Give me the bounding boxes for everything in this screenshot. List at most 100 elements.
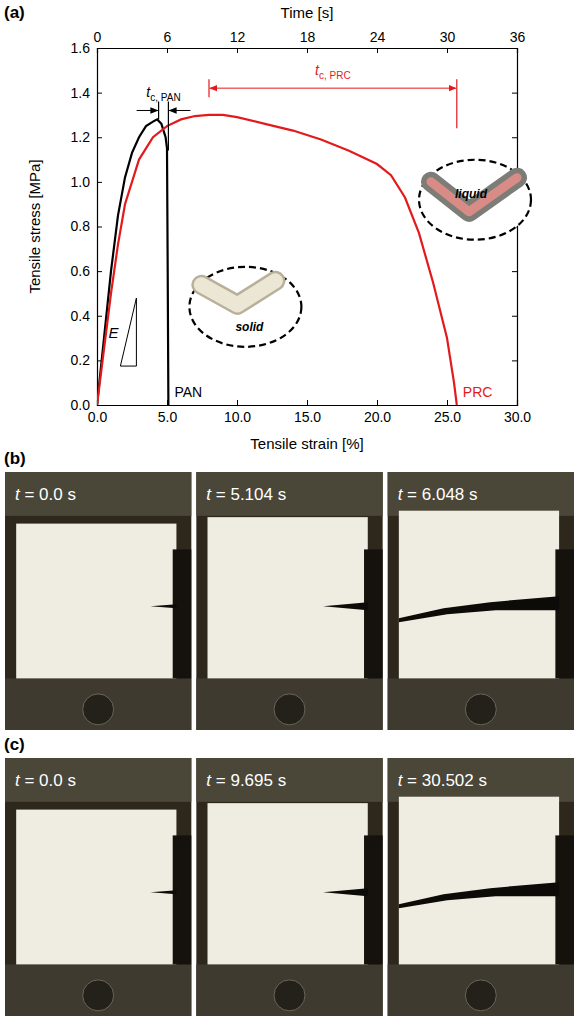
inset-tube	[201, 281, 275, 305]
tick-label: 1.0	[71, 174, 91, 190]
tick: 1.6	[71, 40, 102, 56]
photo-panel: (b)t = 0.0 st = 5.104 st = 6.048 s	[4, 449, 574, 730]
tick-mark	[512, 137, 517, 138]
tick-mark	[307, 48, 308, 53]
frame-time: t = 0.0 s	[15, 771, 76, 790]
photo-frame: t = 9.695 s	[196, 758, 382, 1016]
tick-mark	[167, 48, 168, 53]
frame-time: t = 0.0 s	[15, 485, 76, 504]
photo-frame: t = 6.048 s	[388, 472, 574, 730]
tick: 24	[370, 29, 386, 53]
tick-mark	[97, 227, 102, 228]
inset	[189, 267, 301, 347]
tick-label: 1.2	[71, 129, 91, 145]
grip	[388, 472, 574, 516]
tick-label: 0.6	[71, 263, 91, 279]
tick	[512, 93, 517, 94]
photo-background	[388, 758, 574, 1016]
interval-end	[208, 79, 209, 97]
tick: 0.6	[71, 263, 102, 279]
annotation-subscript: c, PRC	[319, 70, 351, 81]
photo-background	[5, 472, 191, 730]
inset-tube-core	[201, 281, 275, 305]
tick-mark	[447, 48, 448, 53]
tick-mark	[307, 400, 308, 405]
grip	[5, 964, 191, 1016]
inset	[419, 160, 531, 240]
modulus-triangle	[120, 298, 136, 366]
grip-bolt	[465, 694, 496, 725]
inset-frame	[189, 267, 301, 347]
tick: 1.2	[71, 129, 102, 145]
tick-mark	[447, 400, 448, 405]
panel-label: (a)	[4, 3, 25, 22]
interval-end	[168, 101, 169, 150]
photo-frame: t = 5.104 s	[196, 472, 382, 730]
grip	[196, 758, 382, 802]
tick-label: 1.6	[71, 40, 91, 56]
tick-label: 25.0	[434, 409, 461, 425]
specimen	[399, 511, 559, 679]
time-interval	[137, 101, 191, 150]
tick-mark	[377, 400, 378, 405]
grip	[5, 758, 191, 802]
photo-background	[196, 758, 382, 1016]
tick-label: 0.0	[88, 409, 108, 425]
series-label: PAN	[174, 384, 202, 400]
tick-label: 18	[300, 29, 316, 45]
specimen	[399, 797, 559, 965]
photo-frame: t = 0.0 s	[5, 472, 191, 730]
grip-bolt	[274, 694, 305, 725]
inset-tube	[431, 178, 517, 212]
photo-background	[388, 472, 574, 730]
axis: 0.00.20.40.60.81.01.21.41.6	[71, 40, 102, 413]
axis-title: Tensile stress [MPa]	[26, 159, 43, 293]
tick: 30	[440, 29, 456, 53]
tick	[512, 48, 517, 49]
tick: 10.0	[224, 400, 251, 425]
annotation-label: solid	[235, 320, 264, 334]
blade	[173, 549, 192, 678]
tick-mark	[97, 405, 102, 406]
series-line	[97, 119, 168, 405]
tick-mark	[512, 271, 517, 272]
grip-bolt	[83, 980, 114, 1011]
crack	[150, 604, 176, 608]
frame-time: t = 9.695 s	[206, 771, 286, 790]
grip	[196, 964, 382, 1016]
specimen	[208, 517, 368, 678]
tick-label: 30	[440, 29, 456, 45]
interval-arrow	[137, 110, 158, 111]
tick	[512, 271, 517, 272]
tick-mark	[512, 48, 517, 49]
series-label: PRC	[463, 384, 493, 400]
tick: 12	[230, 29, 246, 53]
photo-frame: t = 30.502 s	[388, 758, 574, 1016]
grip	[196, 472, 382, 516]
tick: 0.8	[71, 218, 102, 234]
frame-time: t = 30.502 s	[398, 771, 487, 790]
tick-mark	[237, 400, 238, 405]
tick-mark	[512, 360, 517, 361]
crack	[323, 888, 368, 896]
axis: 061218243036	[94, 29, 526, 53]
specimen	[208, 803, 368, 964]
tick-label: 5.0	[158, 409, 178, 425]
tick-label: 36	[510, 29, 526, 45]
tick: 1.4	[71, 85, 102, 101]
photo-background	[196, 472, 382, 730]
crack	[323, 602, 368, 610]
tick-mark	[512, 93, 517, 94]
axis-title: Tensile strain [%]	[250, 435, 363, 452]
tick: 15.0	[294, 400, 321, 425]
axis-line	[98, 49, 103, 406]
grip	[5, 472, 191, 516]
interval-arrow	[210, 88, 456, 89]
tick-label: 24	[370, 29, 386, 45]
blade	[555, 549, 574, 678]
grip-bolt	[274, 980, 305, 1011]
blade	[364, 549, 383, 678]
grip	[5, 678, 191, 730]
crack	[399, 596, 559, 622]
photo-background	[5, 758, 191, 1016]
